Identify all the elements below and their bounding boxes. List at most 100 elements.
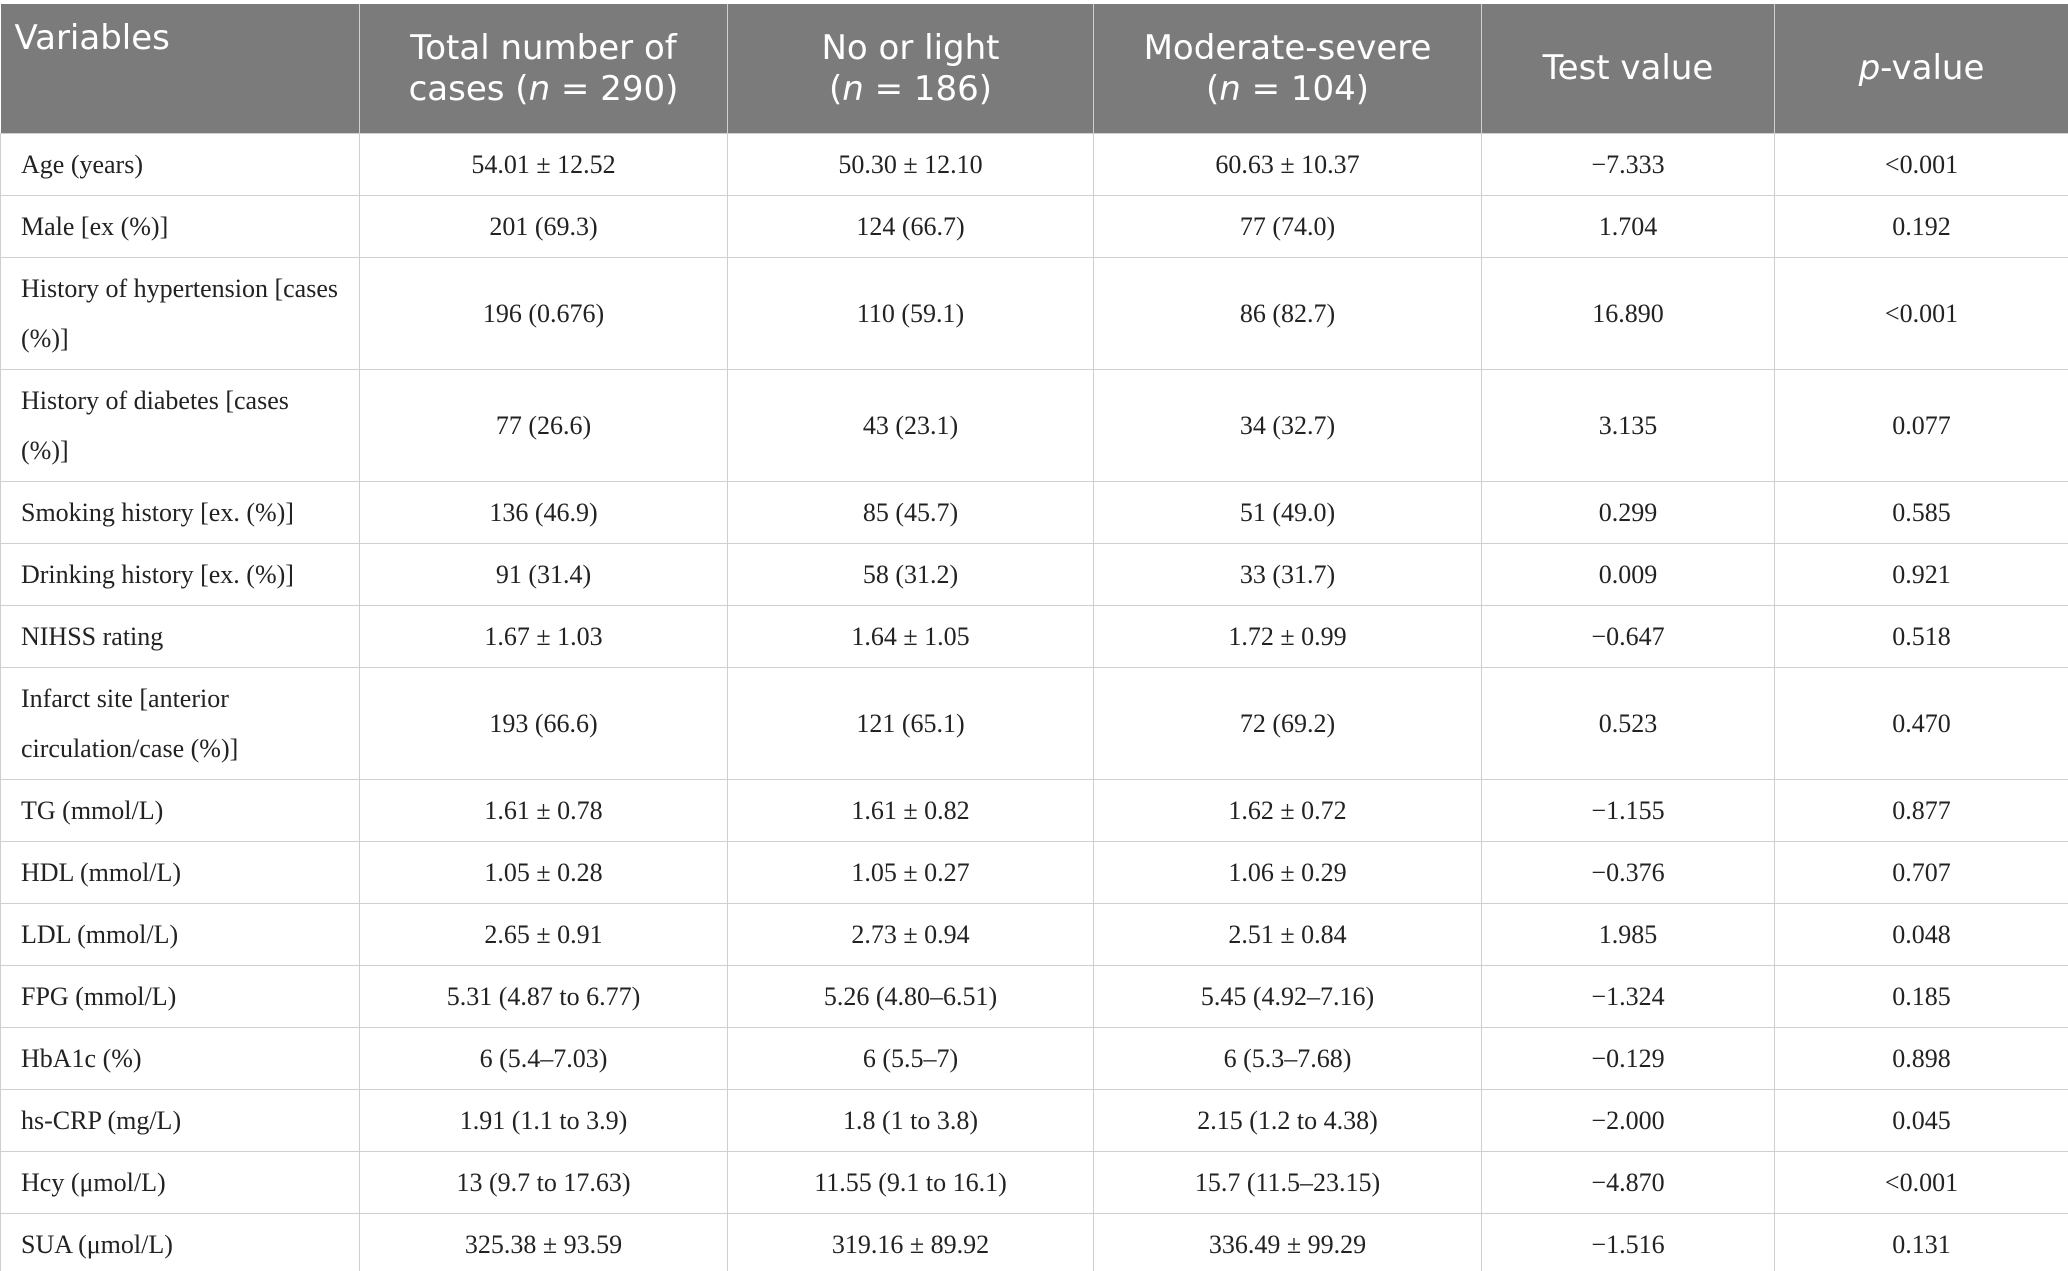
header-text: p — [1858, 48, 1881, 88]
header-line: cases (n = 290) — [374, 69, 713, 110]
header-line: Variables — [15, 18, 346, 59]
header-row: Variables Total number of cases (n = 290) N… — [0, 4, 2068, 134]
header-text: = 104) — [1240, 68, 1370, 109]
header-text: cases ( — [408, 68, 529, 109]
cell: 136 (46.9) — [359, 481, 728, 544]
cell: 0.045 — [1774, 1089, 2068, 1152]
header-text: ( — [1205, 68, 1220, 109]
row-label: hs-CRP (mg/L) — [0, 1089, 360, 1152]
header-cell: Total number of cases (n = 290) — [359, 4, 728, 134]
table-body: Age (years) 54.01 ± 12.52 50.30 ± 12.10 60.… — [0, 133, 2068, 1271]
table-row: History of hypertension [cases (%)] 196 (… — [0, 257, 2068, 370]
cell: 15.7 (11.5–23.15) — [1093, 1151, 1482, 1214]
table-row: hs-CRP (mg/L) 1.91 (1.1 to 3.9) 1.8 (1 to … — [0, 1089, 2068, 1152]
cell: 91 (31.4) — [359, 543, 728, 606]
header-line: Total number of — [374, 28, 713, 69]
cell: <0.001 — [1774, 1151, 2068, 1214]
cell: 0.523 — [1481, 667, 1775, 780]
table-row: Male [ex (%)] 201 (69.3) 124 (66.7) 77 (74.… — [0, 195, 2068, 258]
table-row: History of diabetes [cases (%)] 77 (26.6)… — [0, 369, 2068, 482]
header-line: No or light — [742, 28, 1079, 69]
row-label: Drinking history [ex. (%)] — [0, 543, 360, 606]
cell: 1.61 ± 0.82 — [727, 779, 1094, 842]
cell: 0.707 — [1774, 841, 2068, 904]
header-cell: No or light (n = 186) — [727, 4, 1094, 134]
cell: −1.516 — [1481, 1213, 1775, 1271]
cell: 0.185 — [1774, 965, 2068, 1028]
cell: 50.30 ± 12.10 — [727, 133, 1094, 196]
cell: 193 (66.6) — [359, 667, 728, 780]
row-label: FPG (mmol/L) — [0, 965, 360, 1028]
cell: 5.26 (4.80–6.51) — [727, 965, 1094, 1028]
cell: 43 (23.1) — [727, 369, 1094, 482]
cell: 1.62 ± 0.72 — [1093, 779, 1482, 842]
cell: 6 (5.3–7.68) — [1093, 1027, 1482, 1090]
table-row: LDL (mmol/L) 2.65 ± 0.91 2.73 ± 0.94 2.51 ±… — [0, 903, 2068, 966]
cell: 336.49 ± 99.29 — [1093, 1213, 1482, 1271]
header-text: -value — [1880, 48, 1985, 88]
table-row: Hcy (μmol/L) 13 (9.7 to 17.63) 11.55 (9.1 … — [0, 1151, 2068, 1214]
cell: 54.01 ± 12.52 — [359, 133, 728, 196]
table-row: HDL (mmol/L) 1.05 ± 0.28 1.05 ± 0.27 1.06 ±… — [0, 841, 2068, 904]
cell: 86 (82.7) — [1093, 257, 1482, 370]
table-row: SUA (μmol/L) 325.38 ± 93.59 319.16 ± 89.92… — [0, 1213, 2068, 1271]
cell: −0.376 — [1481, 841, 1775, 904]
cell: 77 (74.0) — [1093, 195, 1482, 258]
row-label: SUA (μmol/L) — [0, 1213, 360, 1271]
row-label: HbA1c (%) — [0, 1027, 360, 1090]
header-cell: Variables — [0, 4, 360, 134]
row-label: History of diabetes [cases (%)] — [0, 369, 360, 482]
table-row: Infarct site [anterior circulation/case … — [0, 667, 2068, 780]
row-label: TG (mmol/L) — [0, 779, 360, 842]
cell: 60.63 ± 10.37 — [1093, 133, 1482, 196]
cell: 0.585 — [1774, 481, 2068, 544]
cell: 0.518 — [1774, 605, 2068, 668]
cell: 0.299 — [1481, 481, 1775, 544]
cell: 77 (26.6) — [359, 369, 728, 482]
cell: 1.67 ± 1.03 — [359, 605, 728, 668]
cell: 0.192 — [1774, 195, 2068, 258]
cell: 201 (69.3) — [359, 195, 728, 258]
row-label: Smoking history [ex. (%)] — [0, 481, 360, 544]
header-text: Test value — [1542, 48, 1714, 88]
cell: 1.985 — [1481, 903, 1775, 966]
data-table: Variables Total number of cases (n = 290) N… — [0, 4, 2068, 1271]
cell: 72 (69.2) — [1093, 667, 1482, 780]
cell: 6 (5.5–7) — [727, 1027, 1094, 1090]
cell: 1.8 (1 to 3.8) — [727, 1089, 1094, 1152]
cell: −1.155 — [1481, 779, 1775, 842]
cell: <0.001 — [1774, 257, 2068, 370]
row-label: Age (years) — [0, 133, 360, 196]
cell: 0.898 — [1774, 1027, 2068, 1090]
cell: 2.73 ± 0.94 — [727, 903, 1094, 966]
row-label: Male [ex (%)] — [0, 195, 360, 258]
table-row: Drinking history [ex. (%)] 91 (31.4) 58 (3… — [0, 543, 2068, 606]
cell: 0.470 — [1774, 667, 2068, 780]
cell: 3.135 — [1481, 369, 1775, 482]
cell: 2.51 ± 0.84 — [1093, 903, 1482, 966]
cell: 16.890 — [1481, 257, 1775, 370]
header-text: = 290) — [550, 68, 679, 109]
table-row: Age (years) 54.01 ± 12.52 50.30 ± 12.10 60.… — [0, 133, 2068, 196]
header-text: Variables — [14, 18, 170, 58]
cell: 5.31 (4.87 to 6.77) — [359, 965, 728, 1028]
cell: 0.131 — [1774, 1213, 2068, 1271]
header-text: n — [842, 68, 864, 109]
cell: 121 (65.1) — [727, 667, 1094, 780]
cell: 1.72 ± 0.99 — [1093, 605, 1482, 668]
header-text: Moderate-severe — [1143, 27, 1432, 68]
cell: 1.61 ± 0.78 — [359, 779, 728, 842]
cell: 6 (5.4–7.03) — [359, 1027, 728, 1090]
row-label: NIHSS rating — [0, 605, 360, 668]
cell: 196 (0.676) — [359, 257, 728, 370]
cell: 34 (32.7) — [1093, 369, 1482, 482]
header-text: ( — [828, 68, 843, 109]
cell: 13 (9.7 to 17.63) — [359, 1151, 728, 1214]
header-cell: Moderate-severe (n = 104) — [1093, 4, 1482, 134]
header-line: (n = 104) — [1108, 69, 1467, 110]
header-line: Moderate-severe — [1108, 28, 1467, 69]
cell: 85 (45.7) — [727, 481, 1094, 544]
header-text: No or light — [821, 27, 1000, 68]
cell: 5.45 (4.92–7.16) — [1093, 965, 1482, 1028]
cell: 2.15 (1.2 to 4.38) — [1093, 1089, 1482, 1152]
